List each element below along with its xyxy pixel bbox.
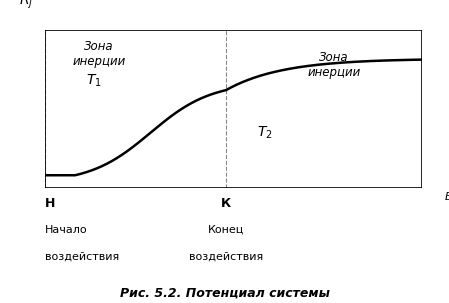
Text: Рис. 5.2. Потенциал системы: Рис. 5.2. Потенциал системы: [119, 287, 330, 300]
Text: воздействия: воздействия: [45, 251, 119, 261]
Text: Начало: Начало: [45, 225, 88, 235]
Text: $T_1$: $T_1$: [86, 72, 101, 89]
Text: $R_j$: $R_j$: [19, 0, 33, 12]
Text: $T_2$: $T_2$: [257, 125, 273, 141]
Text: Конец: Конец: [208, 225, 244, 235]
Text: Зона
инерции: Зона инерции: [73, 40, 126, 68]
Text: Время: Время: [445, 192, 449, 202]
Text: К: К: [221, 197, 231, 210]
Text: Н: Н: [45, 197, 55, 210]
Text: Зона
инерции: Зона инерции: [307, 51, 361, 79]
Text: воздействия: воздействия: [189, 251, 263, 261]
